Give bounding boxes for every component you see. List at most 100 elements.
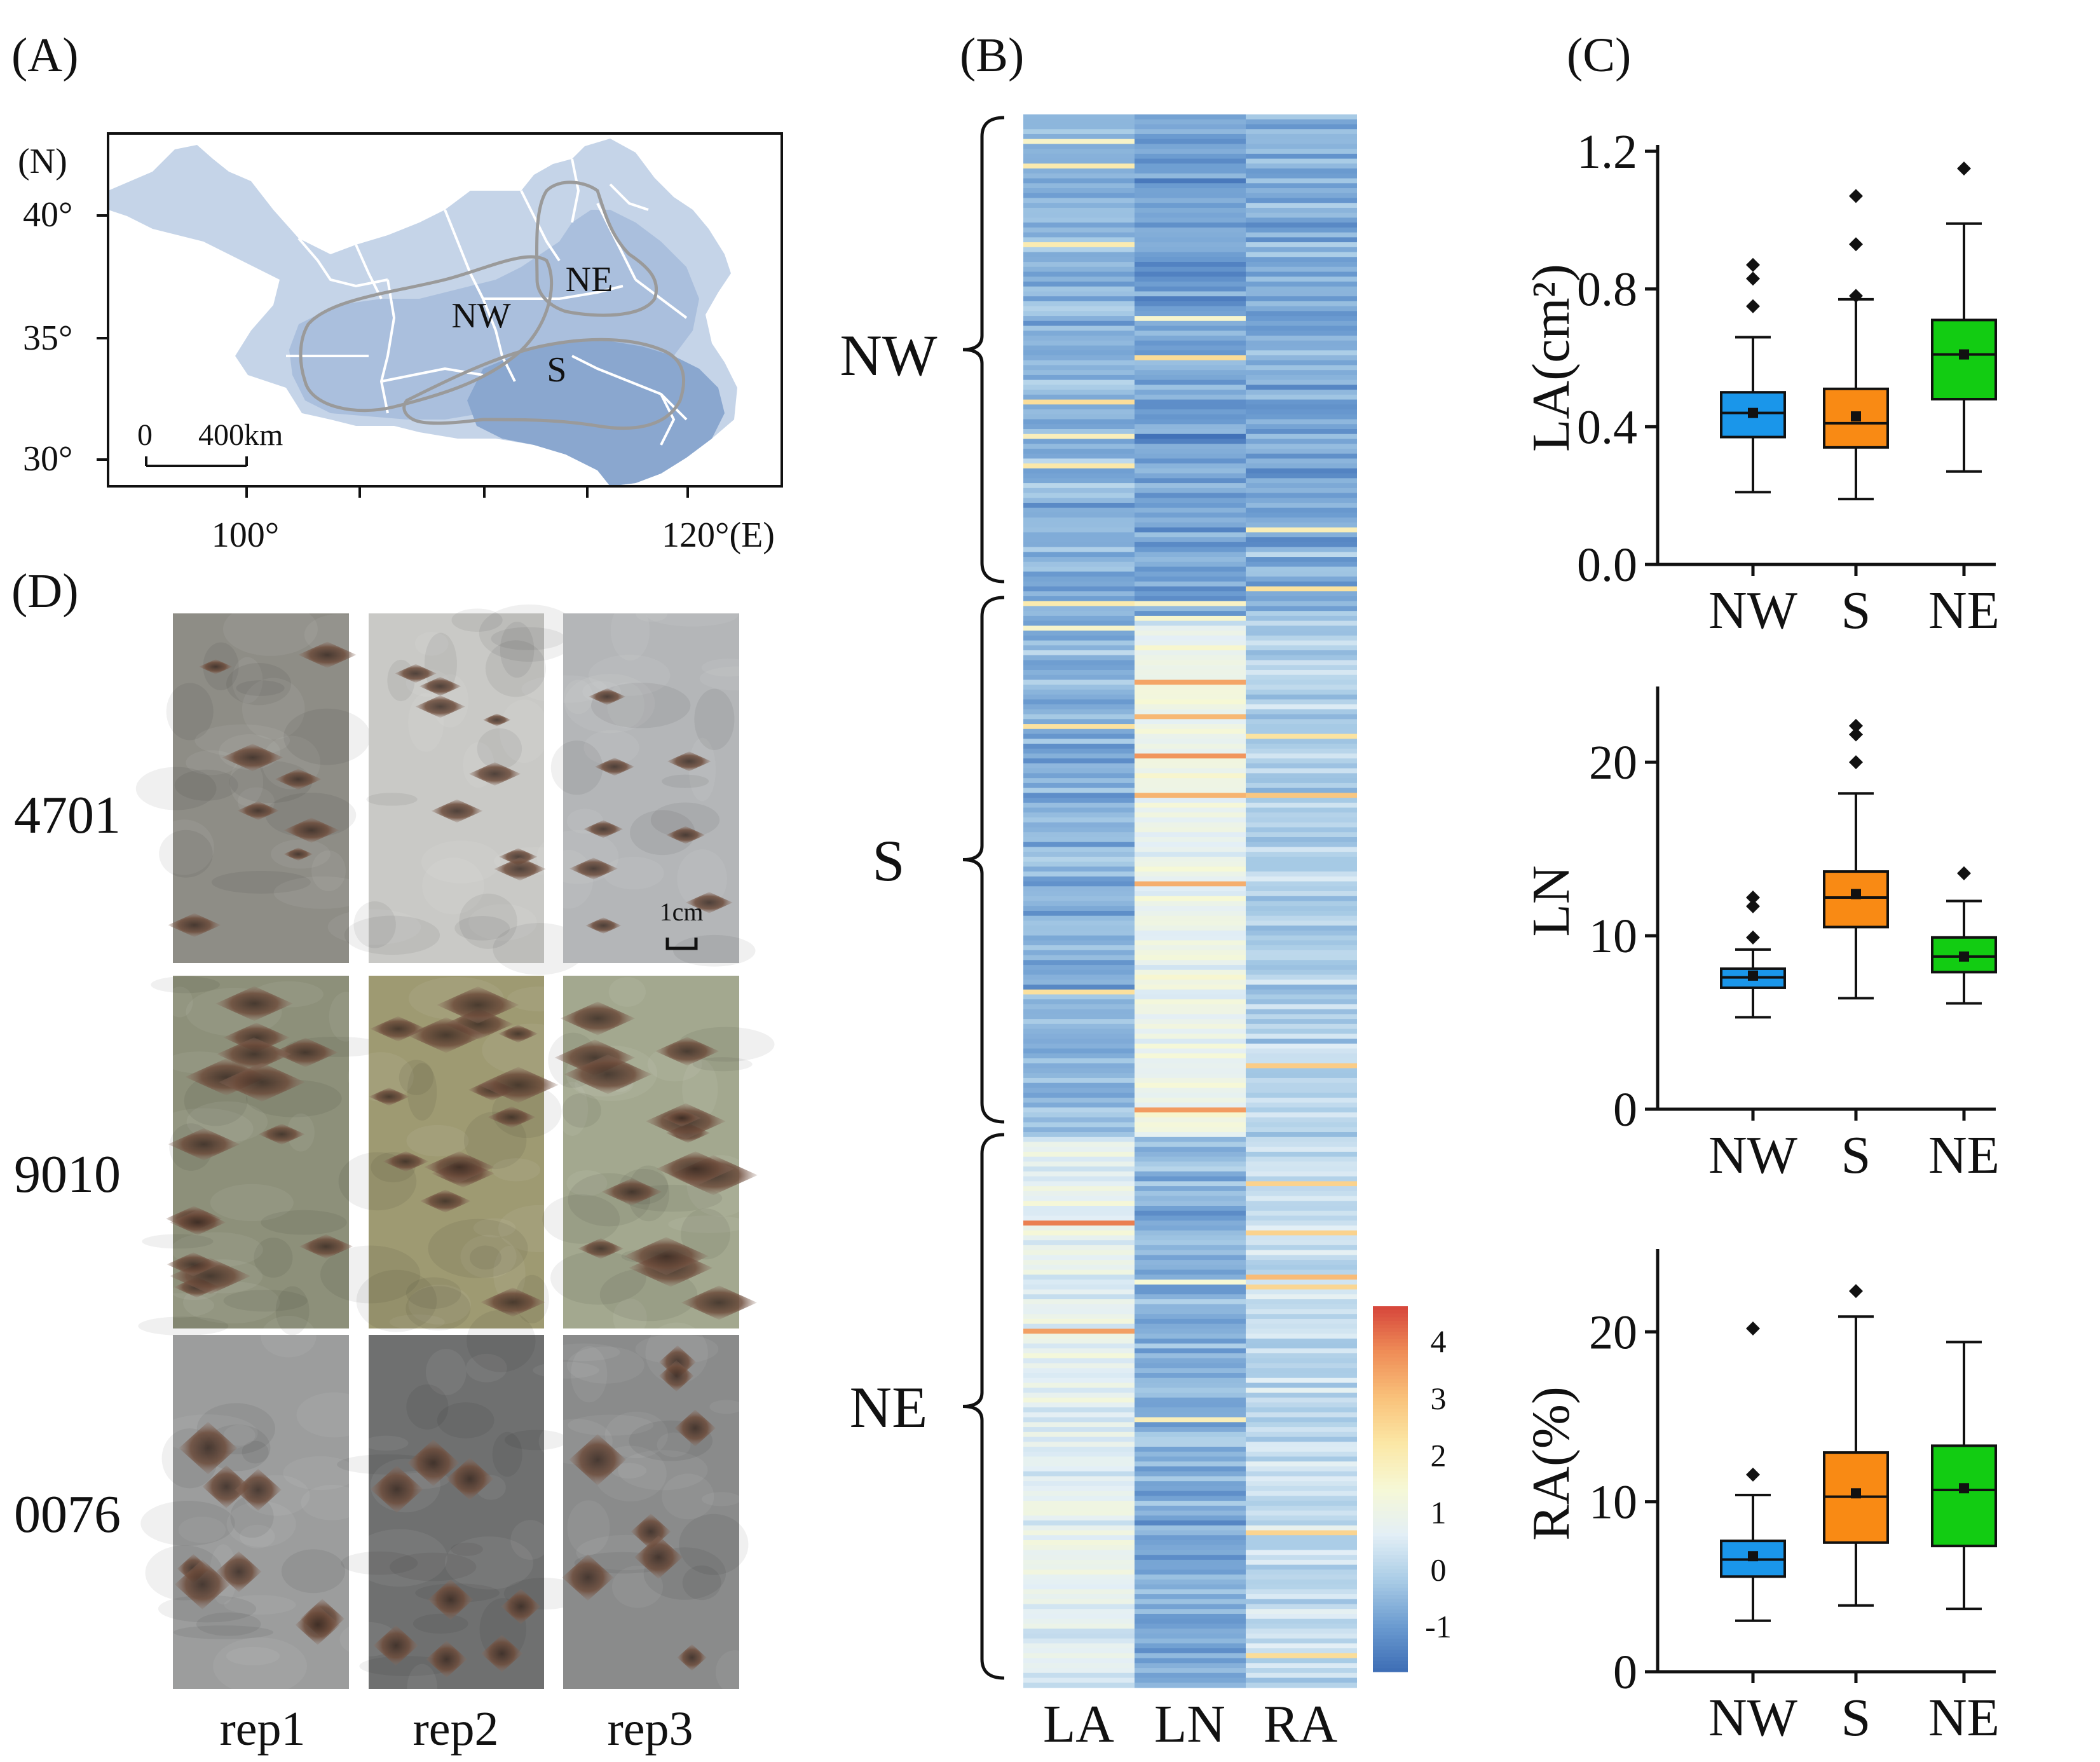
heatmap-cell <box>1246 1009 1357 1014</box>
bark-texture <box>662 1473 714 1520</box>
heatmap-cell <box>1023 1412 1135 1418</box>
colorbar-segment <box>1373 1492 1408 1497</box>
bark-lenticel <box>498 1025 538 1043</box>
bark-texture <box>166 683 214 741</box>
heatmap-cell <box>1023 1437 1135 1442</box>
photo-col-label-rep2: rep2 <box>412 1702 498 1756</box>
map-outline-s <box>402 338 685 430</box>
heatmap-cell <box>1246 945 1357 951</box>
heatmap-cell <box>1135 773 1246 779</box>
colorbar-segment <box>1373 1361 1408 1365</box>
heatmap-cell <box>1246 1535 1357 1541</box>
heatmap-cell <box>1023 1186 1135 1192</box>
heatmap-cell <box>1135 1147 1246 1152</box>
bark-texture <box>242 678 305 740</box>
heatmap-cell <box>1135 748 1246 755</box>
heatmap-cell <box>1135 1550 1246 1555</box>
heatmap-cell <box>1246 374 1357 381</box>
colorbar-segment <box>1373 1580 1408 1585</box>
heatmap-cell <box>1023 409 1135 415</box>
heatmap-cell <box>1023 660 1135 666</box>
bark-texture <box>611 1566 664 1608</box>
heatmap-cell <box>1135 1569 1246 1575</box>
bark-texture <box>694 688 735 751</box>
heatmap-cell <box>1246 1437 1357 1442</box>
heatmap-cell <box>1135 669 1246 676</box>
heatmap-cell <box>1023 1451 1135 1458</box>
colorbar-segment <box>1373 1365 1408 1369</box>
heatmap-cell <box>1135 1431 1246 1438</box>
heatmap-cell <box>1246 827 1357 833</box>
heatmap-cell <box>1246 1476 1357 1482</box>
heatmap-cell <box>1023 866 1135 872</box>
heatmap-cell <box>1023 635 1135 641</box>
heatmap-cell <box>1023 714 1135 720</box>
bark-lenticel <box>258 1123 305 1145</box>
heatmap-cell <box>1135 296 1246 302</box>
heatmap-cell <box>1135 1584 1246 1590</box>
heatmap-cell <box>1023 149 1135 154</box>
bark-texture <box>389 1552 477 1581</box>
heatmap-cell <box>1023 960 1135 966</box>
heatmap-col-label-la: LA <box>1043 1695 1114 1754</box>
heatmap-cell <box>1135 577 1246 582</box>
bark-texture <box>273 876 371 909</box>
heatmap-cell <box>1023 1407 1135 1413</box>
bark-lenticel <box>275 768 322 790</box>
bark-lenticel <box>218 1062 306 1102</box>
heatmap-cell <box>1023 974 1135 980</box>
colorbar-segment <box>1373 1441 1408 1446</box>
heatmap-cell <box>1246 1299 1357 1305</box>
heatmap-cell <box>1135 596 1246 602</box>
heatmap-cell <box>1023 1058 1135 1064</box>
heatmap-cell <box>1023 468 1135 474</box>
bark-texture <box>428 1219 528 1278</box>
heatmap-cell <box>1023 915 1135 922</box>
box-outlier <box>1957 866 1971 880</box>
heatmap-cell <box>1246 1668 1357 1674</box>
heatmap-cell <box>1023 596 1135 602</box>
colorbar-segment <box>1373 1335 1408 1340</box>
heatmap-cell <box>1023 532 1135 538</box>
heatmap-cell <box>1023 1034 1135 1039</box>
heatmap-cell <box>1135 1196 1246 1201</box>
heatmap-cell <box>1135 163 1246 169</box>
heatmap-cell <box>1246 1063 1357 1069</box>
heatmap-cell <box>1246 1284 1357 1290</box>
heatmap-cell <box>1023 360 1135 366</box>
heatmap-cell <box>1023 615 1135 622</box>
heatmap-cell <box>1246 1653 1357 1659</box>
heatmap-cell <box>1023 355 1135 361</box>
bark-texture <box>341 1551 418 1575</box>
colorbar-segment <box>1373 1547 1408 1552</box>
colorbar-segment <box>1373 1397 1408 1402</box>
heatmap-cell <box>1135 1574 1246 1580</box>
heatmap-cell <box>1023 291 1135 297</box>
heatmap-cell <box>1023 989 1135 995</box>
x-tick-label: NE <box>1928 1126 2000 1185</box>
heatmap-cell <box>1246 763 1357 769</box>
heatmap-cell <box>1023 1515 1135 1521</box>
heatmap-group-label-ne: NE <box>850 1375 928 1440</box>
heatmap-cell <box>1023 694 1135 700</box>
heatmap-cell <box>1023 1338 1135 1344</box>
heatmap-cell <box>1246 444 1357 449</box>
heatmap-cell <box>1135 955 1246 960</box>
heatmap-cell <box>1246 168 1357 174</box>
heatmap-cell <box>1246 532 1357 538</box>
heatmap-cell <box>1135 1496 1246 1501</box>
heatmap-cell <box>1246 1289 1357 1295</box>
heatmap-cell <box>1246 1471 1357 1477</box>
heatmap-cell <box>1135 782 1246 789</box>
heatmap-cell <box>1023 847 1135 852</box>
heatmap-cell <box>1023 1466 1135 1472</box>
heatmap-cell <box>1246 557 1357 563</box>
colorbar-segment <box>1373 1602 1408 1607</box>
heatmap-cell <box>1246 940 1357 946</box>
heatmap-cell <box>1135 222 1246 228</box>
bark-lenticel <box>217 1037 292 1071</box>
heatmap-cell <box>1023 1004 1135 1010</box>
heatmap-cell <box>1246 896 1357 902</box>
bark-texture <box>351 1529 447 1587</box>
heatmap-cell <box>1246 689 1357 695</box>
